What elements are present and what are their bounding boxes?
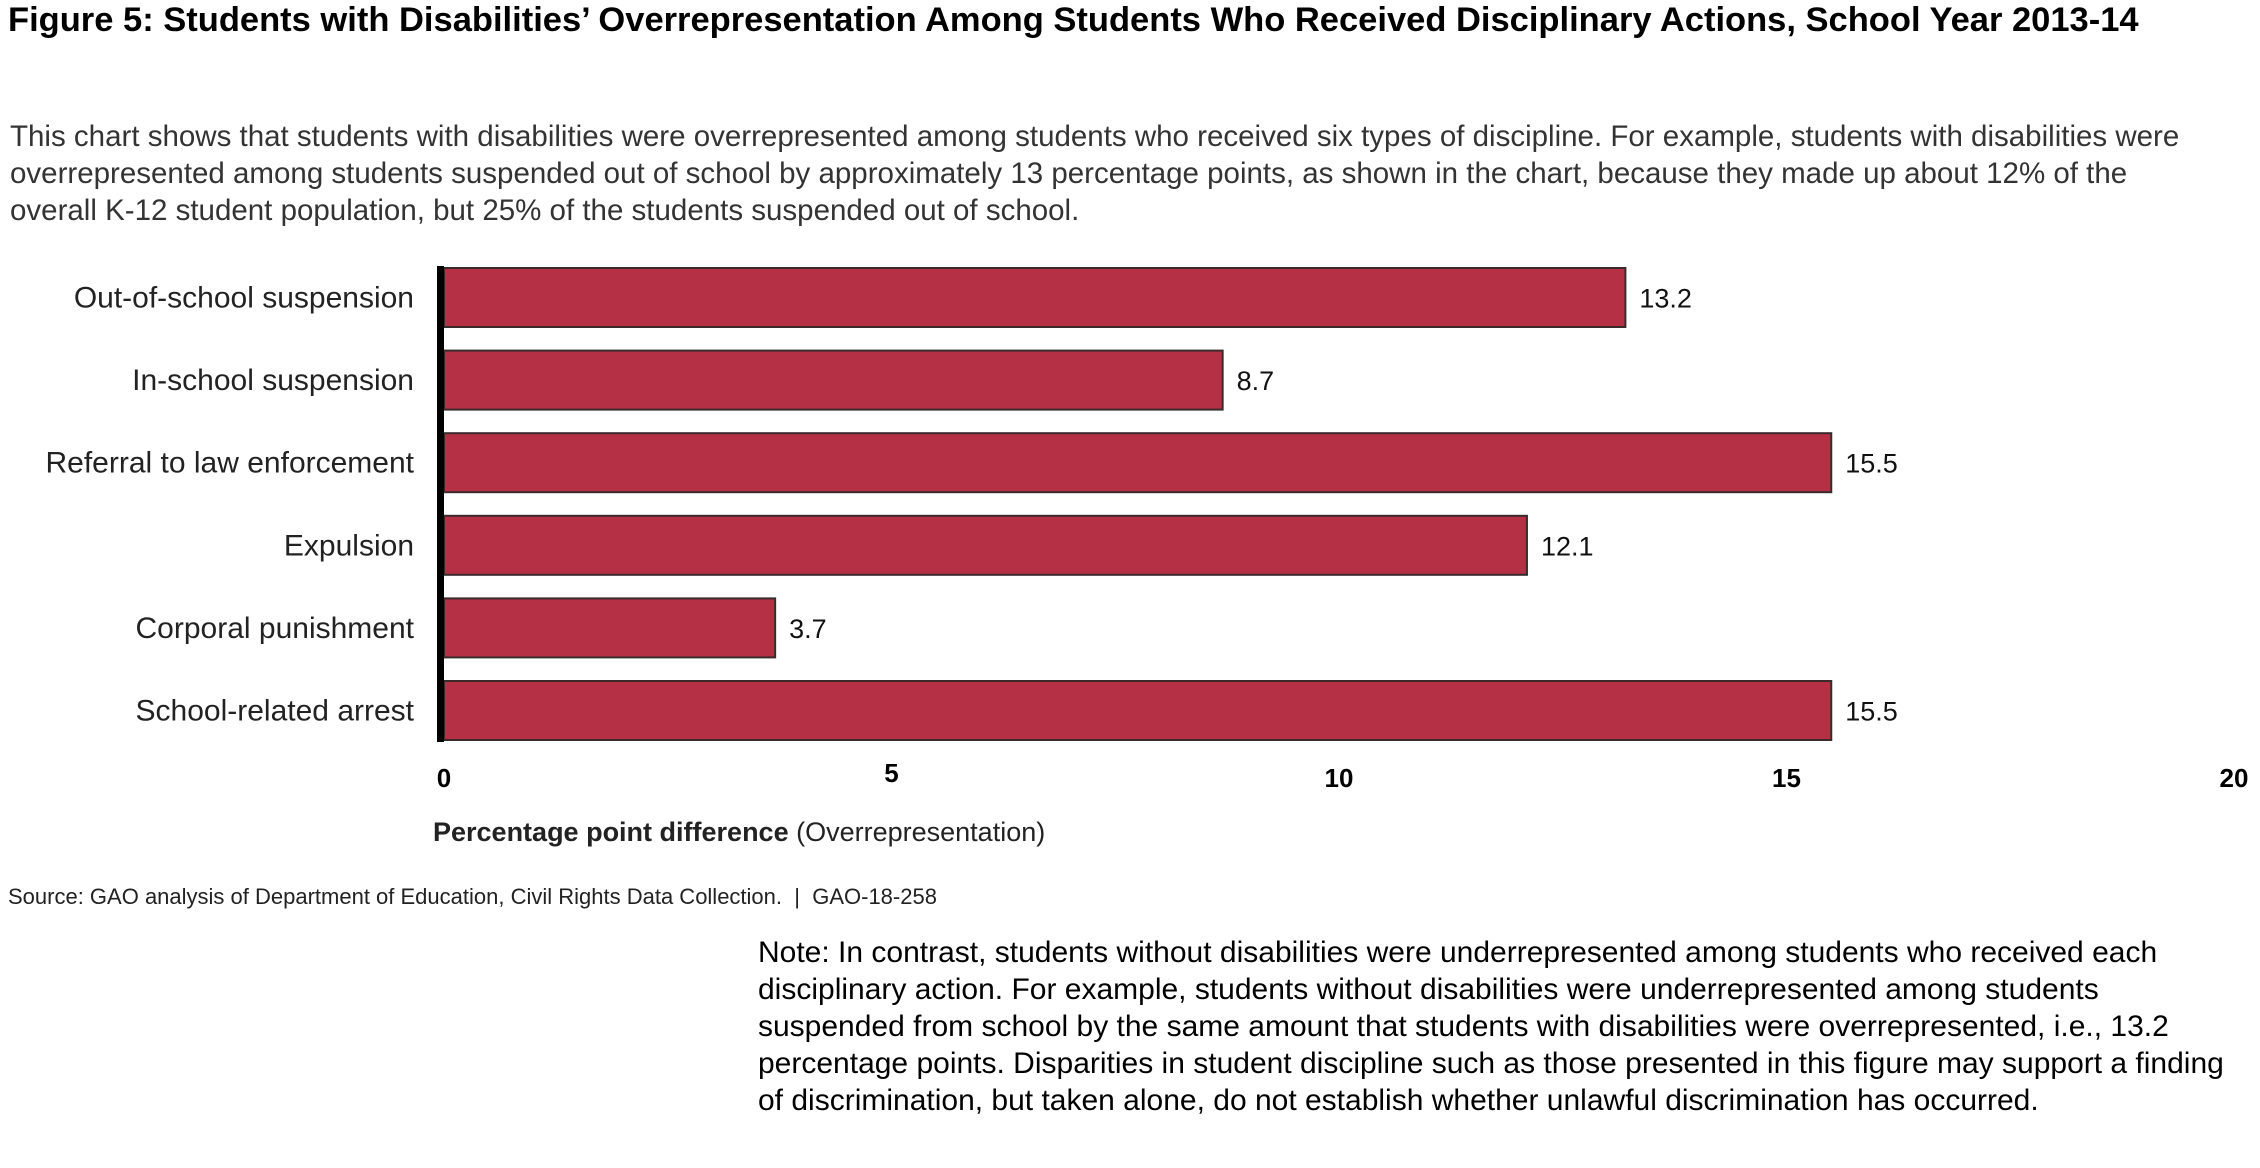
source-separator: | <box>794 884 800 909</box>
x-tick-label: 15 <box>1772 763 1801 793</box>
chart-canvas: Out-of-school suspension 13.2 In-school su… <box>46 266 2249 793</box>
figure-description: This chart shows that students with disa… <box>10 120 2180 227</box>
data-label: 15.5 <box>1845 449 1898 479</box>
category-label: Expulsion <box>284 529 414 562</box>
x-axis-title-rest: (Overrepresentation) <box>796 817 1046 847</box>
x-tick-label: 20 <box>2220 763 2249 793</box>
category-label: Referral to law enforcement <box>46 447 415 480</box>
data-label: 3.7 <box>789 614 827 644</box>
source-text: Source: GAO analysis of Department of Ed… <box>8 884 783 909</box>
data-label: 13.2 <box>1639 284 1692 314</box>
data-label: 12.1 <box>1541 531 1594 561</box>
y-axis-line <box>437 266 444 742</box>
source-line: Source: GAO analysis of Department of Ed… <box>8 884 937 910</box>
category-label: Corporal punishment <box>136 612 415 645</box>
bar <box>443 597 777 659</box>
bar <box>443 514 1528 576</box>
figure-note: Note: In contrast, students without disa… <box>758 936 2224 1117</box>
data-label: 8.7 <box>1237 366 1275 396</box>
figure-title: Figure 5: Students with Disabilities’ Ov… <box>8 1 2139 39</box>
x-tick-label: 10 <box>1325 763 1354 793</box>
report-id: GAO-18-258 <box>812 884 937 909</box>
x-axis-title-bold: Percentage point difference <box>433 817 789 847</box>
x-axis-title: Percentage point difference (Overreprese… <box>433 817 1045 848</box>
bar <box>443 349 1224 411</box>
category-label: In-school suspension <box>132 364 414 397</box>
x-tick-label: 5 <box>884 758 898 788</box>
bar <box>443 432 1833 494</box>
x-tick-label: 0 <box>437 763 451 793</box>
data-label: 15.5 <box>1845 697 1898 727</box>
bar <box>443 680 1833 741</box>
bar-chart: Out-of-school suspension 13.2 In-school su… <box>0 250 2260 870</box>
category-label: Out-of-school suspension <box>74 282 414 315</box>
category-label: School-related arrest <box>136 695 415 728</box>
bar <box>443 267 1627 328</box>
